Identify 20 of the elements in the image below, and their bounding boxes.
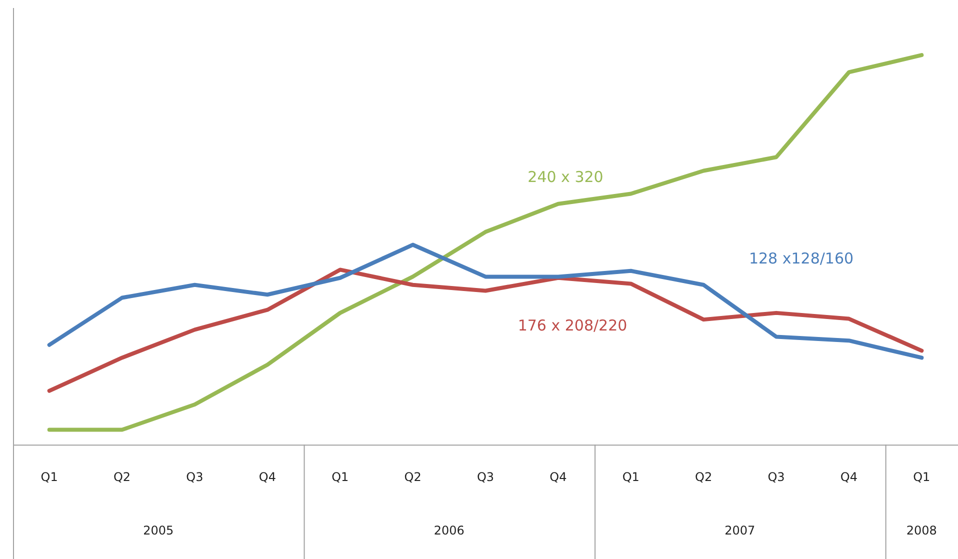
text: 176 x 208/220: [518, 316, 628, 335]
x-tick-label: Q1: [913, 470, 930, 484]
x-tick-label: Q3: [186, 470, 204, 484]
x-tick-label: Q4: [550, 470, 567, 484]
x-tick-label: Q2: [404, 470, 422, 484]
x-tick-label: Q2: [113, 470, 131, 484]
x-tick-label: Q1: [332, 470, 349, 484]
x-tick-label: Q1: [622, 470, 640, 484]
series-label: 240 x 320: [528, 168, 604, 186]
text: 2007: [724, 524, 756, 538]
x-tick-label: Q1: [40, 470, 58, 484]
text: 2006: [434, 524, 464, 538]
x-tick-label: Q3: [476, 470, 494, 484]
text: 2005: [143, 524, 174, 538]
text: 128 x128/160: [748, 250, 854, 268]
x-tick-label: Q4: [840, 470, 858, 484]
text: 2008: [906, 524, 937, 538]
x-tick-label: Q4: [258, 470, 276, 484]
x-tick-label: Q2: [695, 470, 712, 484]
x-tick-label: Q3: [768, 470, 785, 484]
